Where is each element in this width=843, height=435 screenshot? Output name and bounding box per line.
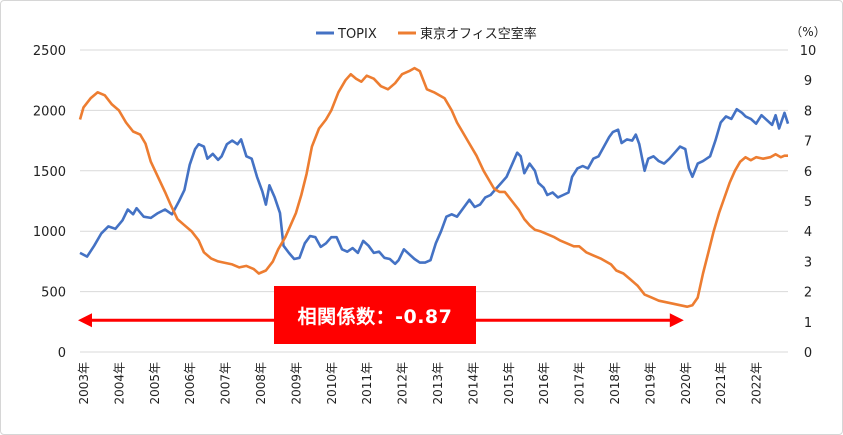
right-tick-label: 3 [804, 255, 812, 270]
left-tick-label: 1000 [33, 225, 66, 240]
x-tick-label: 2016年 [537, 362, 551, 405]
left-axis-ticks: 0 500 1000 1500 2000 2500 [33, 44, 66, 361]
series-lines [78, 66, 790, 308]
vacancy-rate-line [78, 66, 788, 308]
left-tick-label: 2500 [33, 44, 66, 59]
right-tick-label: 6 [804, 165, 812, 180]
x-tick-label: 2005年 [148, 362, 162, 405]
right-tick-label: 2 [804, 286, 812, 301]
x-tick-label: 2007年 [219, 362, 233, 405]
right-tick-label: 8 [804, 104, 812, 119]
x-tick-label: 2006年 [183, 362, 197, 405]
x-tick-label: 2009年 [289, 362, 303, 405]
x-tick-label: 2010年 [325, 362, 339, 405]
left-tick-label: 2000 [33, 104, 66, 119]
legend-label-vacancy: 東京オフィス空室率 [420, 26, 537, 42]
correlation-label: 相関係数：-0.87 [297, 305, 453, 328]
right-tick-label: 4 [804, 225, 812, 240]
x-tick-label: 2020年 [679, 362, 693, 405]
right-tick-label: 7 [804, 135, 812, 150]
right-tick-label: 10 [800, 44, 817, 59]
left-tick-label: 0 [58, 346, 66, 361]
x-tick-label: 2017年 [573, 362, 587, 405]
x-tick-label: 2012年 [396, 362, 410, 405]
right-tick-label: 9 [804, 74, 812, 89]
x-tick-label: 2013年 [431, 362, 445, 405]
arrow-head-right [669, 313, 684, 328]
x-tick-label: 2022年 [750, 362, 764, 405]
right-tick-label: 0 [804, 346, 812, 361]
right-axis-unit-label: （%） [790, 25, 825, 39]
x-tick-label: 2014年 [466, 362, 480, 405]
x-tick-label: 2004年 [112, 362, 126, 405]
left-tick-label: 1500 [33, 165, 66, 180]
arrow-head-left [78, 313, 92, 328]
grid-lines [80, 49, 788, 353]
right-tick-label: 5 [804, 195, 812, 210]
x-tick-label: 2021年 [714, 362, 728, 405]
x-tick-label: 2011年 [360, 362, 374, 405]
x-tick-label: 2003年 [77, 362, 91, 405]
x-tick-label: 2018年 [608, 362, 622, 405]
left-tick-label: 500 [41, 286, 66, 301]
correlation-callout: 相関係数：-0.87 [274, 286, 476, 344]
right-tick-label: 1 [804, 316, 812, 331]
topix-line [79, 107, 790, 266]
x-axis-labels: 2003年 2004年 2005年 2006年 2007年 2008年 2009年 2010年… [77, 362, 764, 405]
right-axis-ticks: 0 1 2 3 4 5 6 7 8 9 10 [800, 44, 817, 361]
legend-label-topix: TOPIX [337, 27, 377, 42]
x-tick-label: 2008年 [254, 362, 268, 405]
legend: TOPIX 東京オフィス空室率 [316, 26, 537, 42]
x-tick-label: 2019年 [643, 362, 657, 405]
x-tick-label: 2015年 [502, 362, 516, 405]
